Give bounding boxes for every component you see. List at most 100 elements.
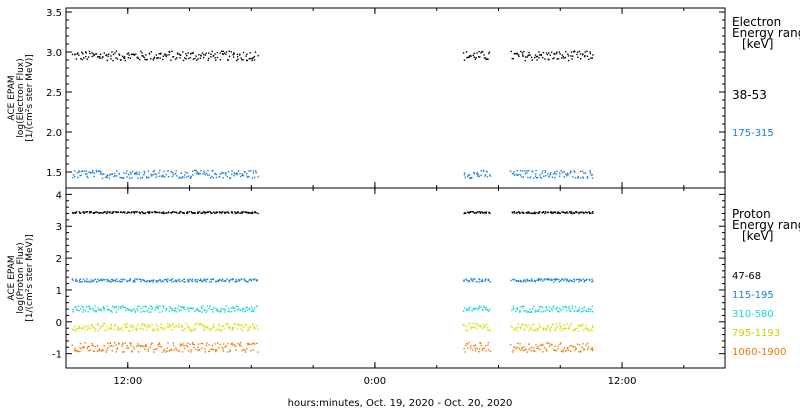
data-point (121, 55, 124, 57)
data-point (543, 327, 545, 329)
data-point (239, 173, 241, 175)
data-point (551, 309, 553, 312)
data-point (550, 51, 553, 53)
data-point (239, 175, 242, 178)
data-point (555, 323, 558, 325)
data-point (558, 212, 560, 214)
data-point (584, 327, 586, 329)
data-point (545, 175, 547, 177)
data-point (515, 279, 517, 281)
data-point (72, 174, 75, 176)
data-point (75, 328, 77, 331)
data-point (554, 172, 556, 174)
data-point (108, 177, 111, 179)
data-point (242, 308, 244, 310)
data-point (209, 211, 211, 213)
data-point (577, 330, 579, 332)
data-point (144, 58, 146, 61)
data-point (215, 211, 218, 213)
data-point (476, 347, 478, 350)
data-point (540, 278, 543, 280)
data-point (486, 58, 488, 60)
data-point (479, 325, 482, 327)
data-point (191, 212, 193, 214)
data-point (583, 348, 585, 350)
data-point (520, 280, 523, 283)
data-point (253, 310, 255, 312)
data-point (588, 58, 590, 61)
data-point (581, 307, 584, 310)
data-point (250, 349, 252, 352)
data-point (133, 211, 135, 213)
data-point (157, 329, 159, 331)
data-point (92, 345, 95, 347)
data-point (466, 329, 469, 332)
data-point (175, 348, 178, 351)
data-point (190, 175, 192, 178)
data-point (182, 307, 184, 309)
data-point (569, 211, 571, 213)
data-point (538, 51, 540, 53)
data-point (101, 348, 104, 351)
data-point (539, 174, 541, 176)
data-point (120, 177, 123, 179)
data-point (591, 326, 594, 328)
data-point (184, 57, 186, 59)
data-point (179, 345, 182, 347)
data-point (250, 57, 252, 60)
data-point (222, 308, 224, 310)
data-point (246, 175, 248, 177)
data-point (481, 308, 483, 311)
data-point (160, 281, 162, 283)
data-point (513, 278, 515, 281)
data-point (536, 279, 538, 281)
data-point (584, 51, 586, 53)
data-point (131, 324, 133, 326)
data-point (484, 57, 487, 59)
data-point (544, 170, 546, 172)
data-point (86, 347, 89, 350)
data-point (531, 329, 534, 331)
data-point (589, 310, 592, 312)
data-point (123, 351, 125, 353)
data-point (164, 54, 166, 56)
data-point (560, 170, 562, 172)
data-point (254, 278, 256, 280)
data-point (464, 344, 467, 347)
data-point (567, 349, 570, 352)
data-point (92, 170, 94, 172)
data-point (136, 171, 138, 173)
data-point (246, 281, 248, 283)
data-point (112, 53, 115, 56)
data-point (110, 281, 112, 283)
data-point (547, 173, 549, 175)
data-point (544, 310, 546, 312)
data-point (72, 212, 74, 214)
data-point (579, 53, 582, 55)
data-point (512, 173, 515, 175)
data-point (86, 278, 88, 280)
data-point (175, 326, 177, 328)
data-point (115, 344, 117, 346)
data-point (206, 326, 209, 328)
data-point (524, 170, 526, 172)
data-point (168, 279, 171, 282)
data-point (88, 306, 90, 308)
data-point (521, 52, 524, 54)
data-point (88, 50, 91, 53)
data-point (150, 175, 153, 177)
data-point (236, 59, 238, 62)
data-point (215, 173, 218, 176)
data-point (189, 343, 191, 345)
data-point (528, 324, 530, 327)
data-point (564, 212, 566, 214)
data-point (110, 278, 113, 281)
data-point (222, 211, 224, 213)
data-point (223, 325, 225, 327)
data-point (194, 279, 196, 281)
data-point (134, 211, 136, 213)
data-point (471, 326, 474, 328)
data-point (238, 344, 241, 347)
data-point (233, 53, 235, 55)
data-point (538, 212, 540, 214)
